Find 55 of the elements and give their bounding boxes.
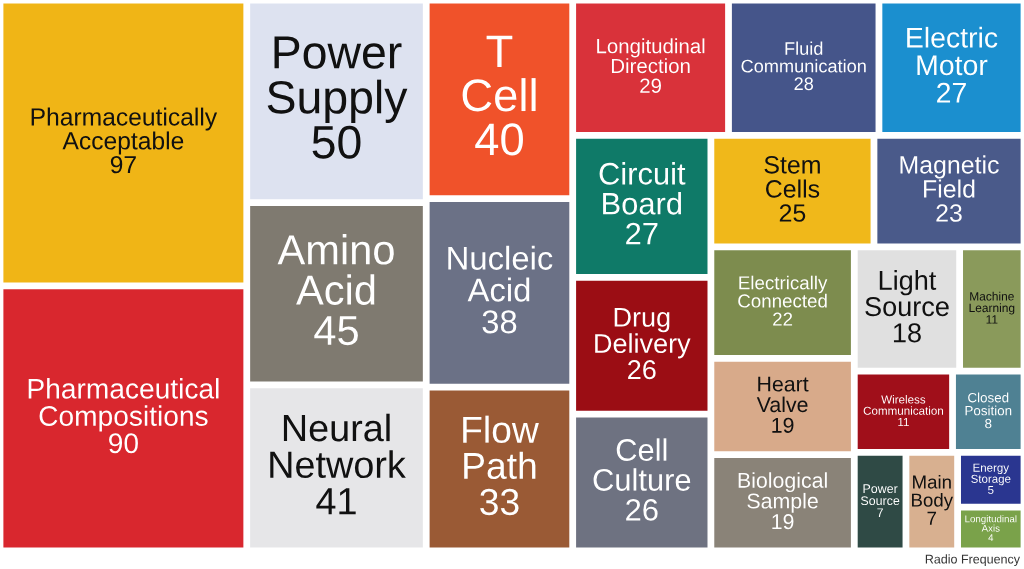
data-label: 18 <box>893 323 921 343</box>
data-label: 29 <box>640 78 661 93</box>
data-label: 23 <box>936 204 962 222</box>
category-label: Neural Network <box>270 413 406 479</box>
category-label: Wireless Communication <box>863 395 944 415</box>
data-label: 7 <box>927 511 937 525</box>
category-label: Biological Sample <box>738 472 827 513</box>
data-label: 26 <box>626 498 658 521</box>
category-label: Longitudinal Direction <box>597 38 705 74</box>
data-label: 90 <box>109 433 138 454</box>
data-label: 22 <box>773 312 793 326</box>
category-label: Energy Storage <box>971 463 1011 486</box>
data-label: 50 <box>312 125 361 159</box>
category-label: Power Supply <box>267 36 408 123</box>
category-label: Heart Valve <box>756 376 809 413</box>
category-label: Circuit Board <box>599 162 686 215</box>
data-label: 11 <box>898 418 909 426</box>
category-label: Fluid Communication <box>741 41 866 73</box>
data-label: 25 <box>779 204 806 222</box>
data-label: 41 <box>316 488 356 515</box>
category-label: Pharmaceutically Acceptable <box>31 107 218 155</box>
category-label: Magnetic Field <box>900 155 999 198</box>
category-label: Electric Motor <box>907 26 998 76</box>
data-label: 5 <box>988 486 994 495</box>
data-label: 11 <box>986 315 998 324</box>
data-label: 8 <box>985 418 992 429</box>
category-label: T Cell <box>462 35 536 112</box>
data-label: 19 <box>772 417 794 433</box>
category-label: Closed Position <box>965 392 1012 416</box>
data-label: 7 <box>877 508 883 517</box>
category-label: Main Body <box>912 474 954 511</box>
text: Radio Frequency <box>925 554 1020 566</box>
data-label: 40 <box>475 123 523 156</box>
data-label: 27 <box>626 222 658 245</box>
data-label: 26 <box>628 360 656 380</box>
category-label: Light Source <box>865 270 949 317</box>
data-label: 45 <box>314 316 358 346</box>
data-label: 38 <box>482 310 517 334</box>
category-label: Stem Cells <box>764 156 820 198</box>
category-label: Electrically Connected <box>738 275 828 308</box>
data-label: 33 <box>480 488 519 516</box>
category-label: Longitudinal Axis <box>965 515 1017 532</box>
category-label: Cell Culture <box>593 438 691 491</box>
category-label: Nucleic Acid <box>448 245 553 302</box>
category-label: Pharmaceutical Compositions <box>28 378 219 432</box>
category-label: Amino Acid <box>277 234 394 305</box>
data-label: 97 <box>110 155 136 174</box>
category-label: Power Source <box>860 484 900 506</box>
category-label: Drug Delivery <box>595 308 691 359</box>
category-label: Machine Learning <box>969 291 1015 315</box>
data-label: 4 <box>988 534 994 542</box>
data-label: 28 <box>794 77 814 91</box>
category-label: Flow Path <box>463 415 539 480</box>
data-label: 19 <box>772 514 794 530</box>
data-label: 27 <box>937 82 966 103</box>
